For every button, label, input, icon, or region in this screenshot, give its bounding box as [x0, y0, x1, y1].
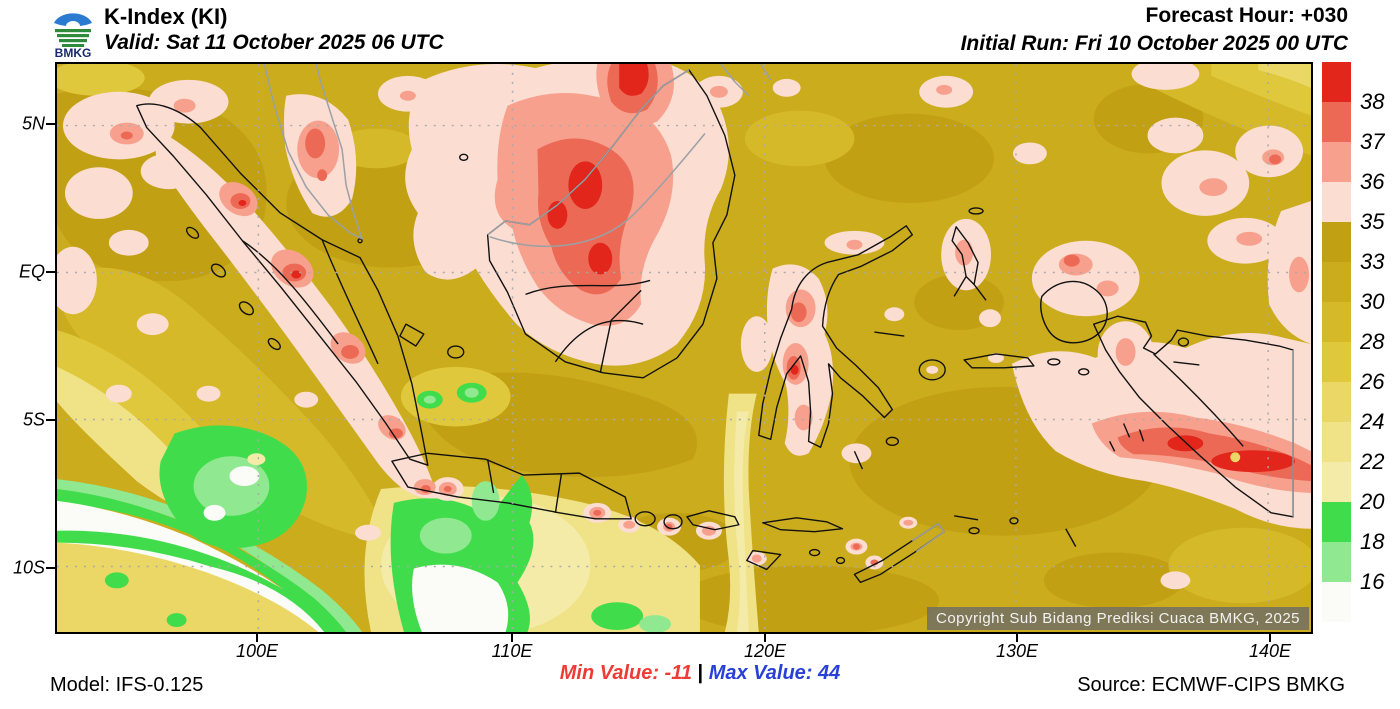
colorbar-tick-label: 18: [1360, 529, 1385, 554]
colorbar-segment: [1322, 182, 1351, 222]
colorbar-segment: [1322, 102, 1351, 142]
copyright-watermark: Copyright Sub Bidang Prediksi Cuaca BMKG…: [926, 607, 1309, 630]
colorbar-tick-label: 35: [1360, 209, 1385, 234]
minmax-separator: |: [691, 662, 709, 684]
lat-axis-label: 5S: [22, 409, 45, 430]
philippines-tip: [720, 64, 772, 97]
colorbar-segment: [1322, 382, 1351, 422]
malay-peninsula-coastline: [263, 64, 363, 240]
coastlines-indonesia: [136, 69, 1294, 584]
colorbar-tick-label: 20: [1360, 489, 1385, 514]
colorbar-segment: [1322, 542, 1351, 582]
initial-run-label: Initial Run: Fri 10 October 2025 00 UTC: [960, 32, 1348, 55]
lat-axis-tick: [46, 123, 55, 125]
borneo-nw-coast-gray: [487, 69, 690, 236]
logo-text: BMKG: [55, 46, 92, 59]
lon-axis-label: 140E: [1248, 641, 1292, 661]
k-index-contour-plot: [57, 64, 1311, 632]
bmkg-logo: BMKG: [54, 13, 92, 59]
lat-axis-label: 10S: [12, 557, 45, 578]
lat-axis-label: EQ: [18, 261, 45, 282]
colorbar-tick-label: 37: [1360, 129, 1385, 154]
colorbar-tick-label: 28: [1360, 329, 1385, 354]
coastlines-foreign: [263, 64, 1294, 553]
fill-layer-lows-green-white: [57, 382, 672, 632]
colorbar-segment: [1322, 462, 1351, 502]
colorbar-tick-label: 26: [1360, 369, 1385, 394]
lat-axis-tick: [46, 271, 55, 273]
header-right: Forecast Hour: +030 Initial Run: Fri 10 …: [961, 4, 1348, 56]
lat-axis-label: 5N: [21, 113, 45, 134]
papua-coastline: [1092, 315, 1294, 518]
lon-axis-tick: [511, 634, 513, 642]
east-timor-coast: [911, 523, 945, 553]
colorbar: [1322, 62, 1351, 622]
lon-axis-tick: [1016, 634, 1018, 642]
k-index-map: Copyright Sub Bidang Prediksi Cuaca BMKG…: [55, 62, 1313, 634]
lon-axis-label: 110E: [491, 641, 533, 661]
lon-axis-label: 130E: [995, 641, 1039, 661]
logo-cloud-arc-inner: [60, 16, 86, 26]
malaysia-borneo-border: [489, 133, 706, 248]
colorbar-tick-label: 22: [1360, 449, 1385, 474]
colorbar-segment: [1322, 502, 1351, 542]
lon-axis-label: 100E: [235, 641, 279, 661]
fill-layer-hot-red: [238, 64, 1296, 473]
source-label: Source: ECMWF-CIPS BMKG: [1077, 674, 1345, 696]
sumatra-coastline: [136, 103, 429, 466]
colorbar-segment: [1322, 142, 1351, 182]
colorbar-segment: [1322, 302, 1351, 342]
colorbar-tick-label: 36: [1360, 169, 1385, 194]
lon-axis-tick: [764, 634, 766, 642]
page-title: K-Index (KI): [104, 4, 228, 29]
lon-axis-label: 120E: [743, 641, 787, 661]
colorbar-segment: [1322, 342, 1351, 382]
colorbar-tick-label: 30: [1360, 289, 1385, 314]
colorbar-segment: [1322, 222, 1351, 262]
colorbar-segment: [1322, 422, 1351, 462]
colorbar-tick-label: 38: [1360, 89, 1385, 114]
halmahera-coastline: [951, 226, 987, 301]
colorbar-segment: [1322, 262, 1351, 302]
lon-axis-tick: [256, 634, 258, 642]
lon-axis-tick: [1269, 634, 1271, 642]
model-label: Model: IFS-0.125: [50, 674, 204, 696]
papua-birdhead-coastline: [1040, 280, 1108, 344]
logo-waves: [55, 29, 91, 47]
valid-time-label: Valid: Sat 11 October 2025 06 UTC: [104, 31, 444, 54]
sulawesi-coastline: [758, 225, 913, 448]
colorbar-tick-label: 33: [1360, 249, 1385, 274]
colorbar-segment: [1322, 582, 1351, 622]
min-value-label: Min Value: -11: [559, 662, 692, 684]
java-coastline: [391, 452, 632, 520]
forecast-hour-label: Forecast Hour: +030: [1145, 4, 1349, 27]
lat-axis-tick: [46, 567, 55, 569]
colorbar-segment: [1322, 62, 1351, 102]
colorbar-tick-label: 24: [1360, 409, 1385, 434]
papua-gold-dot: [1230, 452, 1241, 463]
lat-axis-tick: [46, 419, 55, 421]
minmax-label: Min Value: -11 | Max Value: 44: [0, 662, 1400, 685]
colorbar-tick-label: 16: [1360, 569, 1385, 594]
max-value-label: Max Value: 44: [708, 662, 841, 684]
